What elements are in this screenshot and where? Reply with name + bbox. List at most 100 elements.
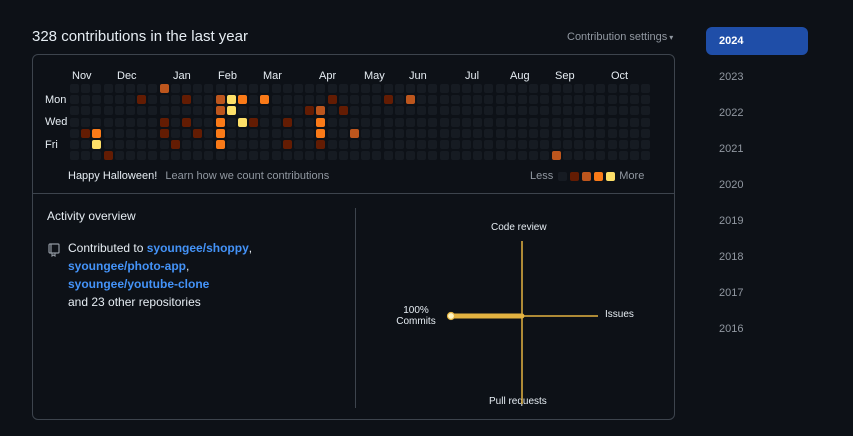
contribution-day-cell[interactable] — [249, 84, 258, 93]
contribution-day-cell[interactable] — [249, 106, 258, 115]
contribution-day-cell[interactable] — [574, 118, 583, 127]
contribution-day-cell[interactable] — [126, 95, 135, 104]
contribution-day-cell[interactable] — [428, 106, 437, 115]
contribution-day-cell[interactable] — [316, 118, 325, 127]
contribution-day-cell[interactable] — [428, 140, 437, 149]
contribution-day-cell[interactable] — [204, 129, 213, 138]
contribution-day-cell[interactable] — [294, 140, 303, 149]
contribution-day-cell[interactable] — [328, 151, 337, 160]
repo-link[interactable]: syoungee/photo-app — [68, 259, 186, 273]
contribution-day-cell[interactable] — [428, 84, 437, 93]
contribution-day-cell[interactable] — [272, 140, 281, 149]
contribution-day-cell[interactable] — [462, 129, 471, 138]
contribution-day-cell[interactable] — [440, 151, 449, 160]
contribution-day-cell[interactable] — [529, 140, 538, 149]
contribution-day-cell[interactable] — [92, 129, 101, 138]
contribution-day-cell[interactable] — [540, 118, 549, 127]
contribution-day-cell[interactable] — [328, 140, 337, 149]
year-link-2022[interactable]: 2022 — [719, 107, 744, 119]
contribution-day-cell[interactable] — [272, 106, 281, 115]
contribution-day-cell[interactable] — [529, 84, 538, 93]
contribution-day-cell[interactable] — [238, 129, 247, 138]
contribution-day-cell[interactable] — [238, 140, 247, 149]
contribution-day-cell[interactable] — [126, 118, 135, 127]
contribution-day-cell[interactable] — [384, 95, 393, 104]
contribution-day-cell[interactable] — [182, 129, 191, 138]
contribution-day-cell[interactable] — [440, 84, 449, 93]
contribution-day-cell[interactable] — [238, 106, 247, 115]
contribution-day-cell[interactable] — [137, 118, 146, 127]
contribution-day-cell[interactable] — [81, 84, 90, 93]
contribution-day-cell[interactable] — [462, 140, 471, 149]
contribution-day-cell[interactable] — [350, 140, 359, 149]
contribution-day-cell[interactable] — [529, 151, 538, 160]
contribution-day-cell[interactable] — [104, 95, 113, 104]
contribution-day-cell[interactable] — [484, 151, 493, 160]
contribution-day-cell[interactable] — [462, 106, 471, 115]
contribution-day-cell[interactable] — [395, 140, 404, 149]
contribution-day-cell[interactable] — [384, 118, 393, 127]
contribution-day-cell[interactable] — [496, 106, 505, 115]
contribution-day-cell[interactable] — [630, 151, 639, 160]
contribution-day-cell[interactable] — [81, 151, 90, 160]
contribution-day-cell[interactable] — [608, 151, 617, 160]
contribution-day-cell[interactable] — [585, 151, 594, 160]
contribution-day-cell[interactable] — [395, 129, 404, 138]
contribution-day-cell[interactable] — [630, 129, 639, 138]
contribution-day-cell[interactable] — [316, 151, 325, 160]
contribution-day-cell[interactable] — [115, 118, 124, 127]
contribution-day-cell[interactable] — [193, 140, 202, 149]
contribution-day-cell[interactable] — [417, 84, 426, 93]
contribution-day-cell[interactable] — [339, 84, 348, 93]
contribution-day-cell[interactable] — [395, 106, 404, 115]
contribution-day-cell[interactable] — [227, 140, 236, 149]
contribution-day-cell[interactable] — [171, 129, 180, 138]
contribution-day-cell[interactable] — [608, 95, 617, 104]
contribution-day-cell[interactable] — [171, 118, 180, 127]
year-link-2018[interactable]: 2018 — [719, 251, 744, 263]
contribution-day-cell[interactable] — [372, 151, 381, 160]
contribution-day-cell[interactable] — [507, 129, 516, 138]
contribution-day-cell[interactable] — [171, 106, 180, 115]
contribution-day-cell[interactable] — [384, 140, 393, 149]
contribution-day-cell[interactable] — [148, 106, 157, 115]
contribution-day-cell[interactable] — [361, 140, 370, 149]
contribution-day-cell[interactable] — [361, 118, 370, 127]
contribution-day-cell[interactable] — [440, 129, 449, 138]
contribution-day-cell[interactable] — [440, 95, 449, 104]
contribution-day-cell[interactable] — [193, 95, 202, 104]
contribution-day-cell[interactable] — [552, 118, 561, 127]
contribution-day-cell[interactable] — [361, 84, 370, 93]
contribution-day-cell[interactable] — [272, 151, 281, 160]
contribution-day-cell[interactable] — [417, 140, 426, 149]
contribution-day-cell[interactable] — [406, 95, 415, 104]
contribution-day-cell[interactable] — [260, 118, 269, 127]
contribution-day-cell[interactable] — [70, 95, 79, 104]
contribution-day-cell[interactable] — [216, 84, 225, 93]
contribution-day-cell[interactable] — [507, 140, 516, 149]
contribution-day-cell[interactable] — [619, 118, 628, 127]
contribution-day-cell[interactable] — [92, 95, 101, 104]
contribution-day-cell[interactable] — [529, 95, 538, 104]
contribution-day-cell[interactable] — [372, 95, 381, 104]
contribution-day-cell[interactable] — [641, 140, 650, 149]
contribution-day-cell[interactable] — [115, 129, 124, 138]
contribution-day-cell[interactable] — [148, 95, 157, 104]
contribution-day-cell[interactable] — [339, 95, 348, 104]
contribution-day-cell[interactable] — [496, 129, 505, 138]
contribution-day-cell[interactable] — [552, 84, 561, 93]
contribution-day-cell[interactable] — [81, 129, 90, 138]
contribution-day-cell[interactable] — [372, 84, 381, 93]
contribution-day-cell[interactable] — [630, 140, 639, 149]
year-link-2020[interactable]: 2020 — [719, 179, 744, 191]
contribution-day-cell[interactable] — [462, 151, 471, 160]
contribution-day-cell[interactable] — [608, 118, 617, 127]
contribution-day-cell[interactable] — [249, 118, 258, 127]
contribution-day-cell[interactable] — [227, 95, 236, 104]
contribution-day-cell[interactable] — [70, 129, 79, 138]
year-link-2016[interactable]: 2016 — [719, 323, 744, 335]
contribution-day-cell[interactable] — [350, 118, 359, 127]
contribution-day-cell[interactable] — [115, 84, 124, 93]
contribution-day-cell[interactable] — [473, 118, 482, 127]
contribution-day-cell[interactable] — [294, 129, 303, 138]
